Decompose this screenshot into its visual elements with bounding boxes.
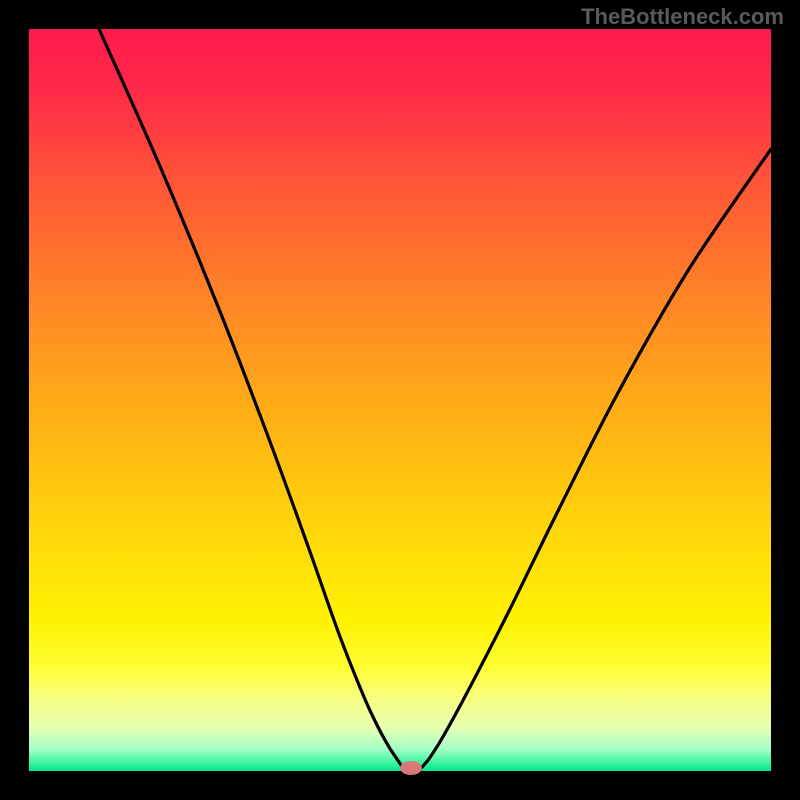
curve-minimum-marker	[400, 761, 422, 775]
watermark-text: TheBottleneck.com	[581, 4, 784, 30]
bottleneck-curve	[29, 29, 771, 771]
plot-area	[29, 29, 771, 771]
